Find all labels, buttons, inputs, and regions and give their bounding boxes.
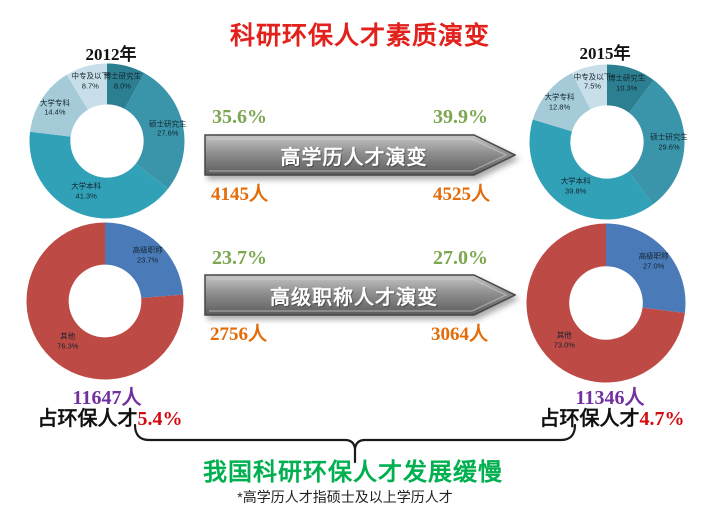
slice-label: 大学专科 12.8% [544, 92, 575, 112]
slice-label: 高级职称 23.7% [132, 245, 163, 264]
slice-label: 其他 76.3% [57, 331, 79, 351]
pct-2012-senior-title: 23.7% [212, 247, 267, 269]
right-arrow-icon [204, 134, 517, 176]
pie-slice [529, 119, 653, 220]
pie-slice [26, 222, 184, 380]
pie-slice [606, 223, 686, 313]
arrow-education-evolution: 高学历人才演变 [204, 134, 517, 176]
donut-chart-2012-senior-title: 高级职称 23.7% 其他 76.3% [26, 222, 184, 380]
donut-chart-2015-senior-title: 高级职称 27.0% 其他 73.0% [526, 223, 686, 383]
donut-chart-2015-education: 博士研究生 10.3% 硕士研究生 29.6% 大学本科 39.8% 大学专科 12.8% 中专… [529, 64, 688, 220]
total-count-2015: 11346人 [575, 387, 645, 409]
year-label-2015: 2015年 [579, 44, 631, 63]
slice-label: 高级职称 27.0% [638, 251, 669, 270]
pct-2012-high-education: 35.6% [212, 106, 267, 128]
pie-slice [607, 64, 654, 113]
pct-2015-high-education: 39.9% [433, 106, 488, 128]
pie-slice [628, 80, 685, 205]
arrow-senior-title-label: 高级职称人才演变 [270, 286, 438, 309]
pie-slice [124, 73, 185, 189]
slice-label: 其他 73.0% [553, 330, 575, 349]
total-count-2012: 11647人 [72, 387, 142, 409]
pie-slice [532, 72, 591, 132]
conclusion-text: 我国科研环保人才发展缓慢 [203, 459, 503, 486]
arrow-education-label: 高学历人才演变 [280, 146, 428, 169]
slice-label: 博士研究生 8.0% [103, 71, 142, 90]
count-2015-high-education: 4525人 [433, 184, 491, 205]
share-label-2012: 占环保人才 [37, 408, 138, 430]
donut-svg [526, 223, 686, 383]
slice-label: 博士研究生 10.3% [607, 73, 646, 93]
pie-slice [571, 64, 607, 110]
slice-label: 硕士研究生 29.6% [650, 132, 688, 152]
right-arrow-icon [204, 274, 517, 316]
slice-label: 大学本科 39.8% [560, 176, 591, 196]
pct-2015-senior-title: 27.0% [433, 247, 488, 269]
pie-slice [105, 222, 184, 299]
pie-slice [107, 63, 145, 109]
donut-chart-2012-education: 博士研究生 8.0% 硕士研究生 27.6% 大学本科 41.3% 大学专科 14.4% 中专及… [29, 63, 187, 219]
arrow-senior-title-evolution: 高级职称人才演变 [204, 274, 517, 316]
share-line-2012: 占环保人才5.4% [20, 402, 200, 431]
count-2012-senior-title: 2756人 [210, 324, 268, 345]
slice-label: 大学本科 41.3% [71, 181, 102, 201]
pie-slice [526, 223, 685, 383]
curly-brace-icon [133, 424, 577, 464]
donut-svg [29, 63, 185, 219]
pie-slice [66, 63, 107, 110]
count-2012-high-education: 4145人 [211, 184, 269, 205]
slice-label: 中专及以下 8.7% [71, 71, 110, 91]
pie-slice [30, 74, 88, 137]
share-line-2015: 占环保人才4.7% [522, 402, 702, 431]
footnote-text: *高学历人才指硕士及以上学历人才 [237, 489, 453, 505]
slice-label: 中专及以下 7.5% [573, 71, 612, 91]
slice-label: 大学专科 14.4% [39, 97, 70, 117]
donut-svg [26, 222, 184, 380]
year-label-2012: 2012年 [85, 45, 137, 64]
donut-svg [529, 64, 685, 220]
count-2015-senior-title: 3064人 [431, 324, 489, 345]
slice-label: 硕士研究生 27.6% [149, 118, 187, 138]
share-value-2012: 5.4% [137, 408, 183, 430]
pie-slice [29, 131, 168, 219]
share-label-2015: 占环保人才 [539, 408, 640, 430]
page-title: 科研环保人才素质演变 [229, 22, 490, 50]
share-value-2015: 4.7% [639, 408, 685, 430]
